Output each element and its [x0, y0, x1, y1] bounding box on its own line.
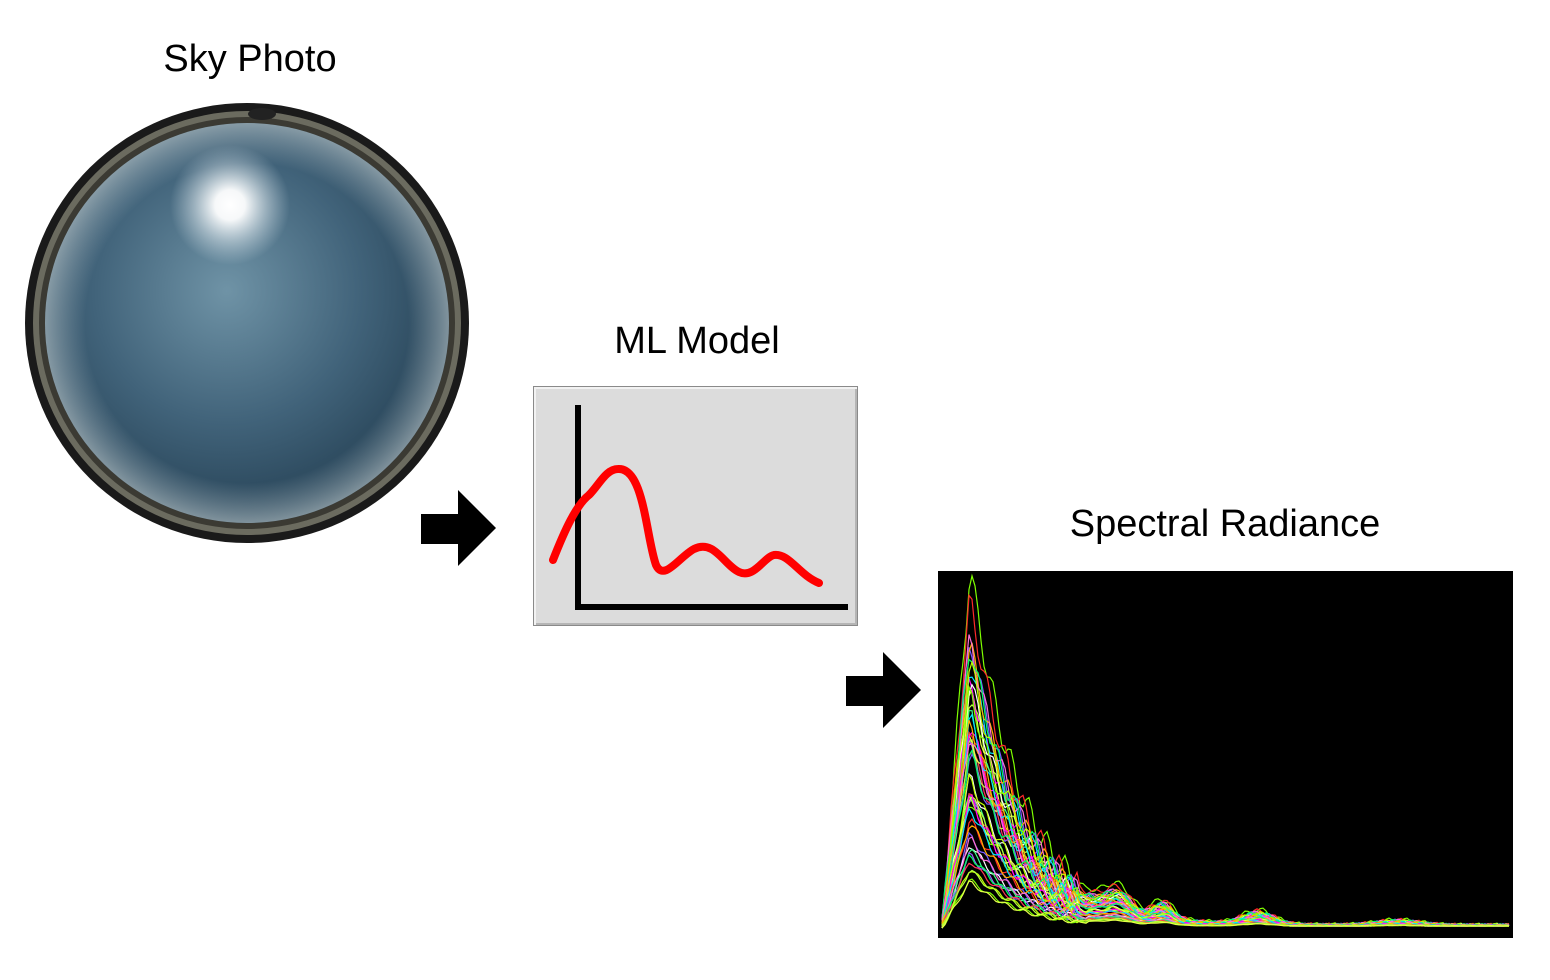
ml-model-label: ML Model [614, 320, 780, 362]
right-arrow-icon [421, 490, 496, 566]
sky-photo-label: Sky Photo [163, 38, 337, 80]
line-chart-icon [549, 405, 848, 610]
spectral-radiance-plot [938, 571, 1513, 938]
spectral-curve [941, 880, 1510, 929]
sky-photo-image [25, 103, 469, 543]
spectral-radiance-label: Spectral Radiance [1069, 503, 1381, 545]
ml-model-box [533, 386, 858, 626]
right-arrow-icon [846, 652, 921, 728]
